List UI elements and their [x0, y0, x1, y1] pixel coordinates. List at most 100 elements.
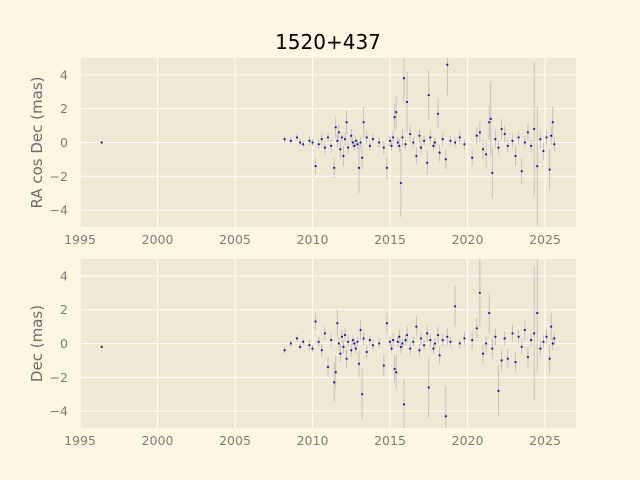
ra-x-tick-label: 2020: [452, 232, 484, 247]
ra-data-point: [337, 131, 340, 134]
dec-data-point: [340, 335, 344, 338]
dec-data-point: [357, 362, 361, 365]
dec-data-point: [478, 291, 481, 294]
ra-data-point: [342, 154, 345, 158]
ra-data-point: [404, 143, 407, 146]
dec-data-point: [412, 340, 415, 343]
dec-data-point: [503, 337, 506, 340]
ra-data-point: [429, 136, 432, 139]
dec-data-point: [458, 342, 461, 345]
ra-data-point: [359, 141, 362, 144]
ra-tick-labels: 1995 2000 2005 2010 2015 2020 2025 4 2 0 −2 −4: [50, 67, 561, 247]
ra-data-point: [551, 121, 554, 124]
ra-data-point: [471, 156, 474, 159]
dec-data-point: [299, 345, 302, 348]
ra-data-point: [392, 136, 395, 139]
ra-data-point: [419, 146, 423, 149]
dec-data-point: [339, 352, 342, 355]
ra-data-point: [353, 144, 356, 147]
ra-data-point: [388, 139, 392, 142]
dec-data-point: [395, 371, 398, 374]
dec-y-tick-label: −2: [50, 370, 68, 385]
dec-y-tick-label: −4: [50, 404, 68, 419]
ra-data-point: [347, 146, 350, 149]
dec-data-point: [471, 339, 474, 342]
ra-data-point: [314, 165, 317, 168]
dec-data-point: [368, 339, 371, 342]
dec-data-point: [311, 347, 314, 350]
ra-data-point: [441, 138, 444, 141]
ra-data-point: [295, 136, 299, 139]
dec-data-point: [283, 349, 286, 352]
ra-data-point: [401, 136, 404, 139]
dec-data-point: [506, 357, 509, 360]
ra-y-tick-label: 2: [60, 101, 68, 116]
dec-y-tick-label: 4: [60, 268, 68, 283]
dec-data-point: [336, 322, 339, 325]
ra-data-point: [427, 94, 430, 97]
dec-data-point: [347, 340, 350, 343]
ra-x-tick-label: 1995: [64, 232, 96, 247]
dec-data-point: [433, 342, 437, 345]
ra-data-point: [438, 151, 441, 154]
ra-data-point: [396, 141, 399, 144]
ra-data-point: [402, 77, 406, 80]
dec-data-point: [353, 342, 356, 345]
dec-x-tick-label: 2000: [142, 433, 174, 448]
dec-x-tick-label: 1995: [64, 433, 96, 448]
dec-data-point: [320, 349, 323, 352]
ra-data-point: [550, 134, 553, 137]
ra-y-tick-label: −2: [50, 169, 68, 184]
ra-data-point: [436, 112, 440, 115]
dec-data-point: [548, 357, 551, 360]
dec-data-points: [100, 291, 556, 418]
ra-data-point: [539, 138, 542, 141]
dec-data-point: [475, 327, 478, 330]
ra-data-point: [520, 170, 523, 173]
ra-data-point: [343, 138, 347, 141]
ra-data-point: [320, 138, 323, 141]
ra-data-point: [395, 110, 398, 114]
ra-data-point: [354, 139, 357, 142]
ra-data-point: [350, 134, 353, 137]
ra-data-point: [523, 141, 526, 144]
ra-data-point: [412, 141, 415, 144]
dec-data-point: [517, 335, 520, 338]
dec-data-point: [359, 328, 362, 332]
ra-data-point: [356, 143, 359, 146]
dec-data-point: [526, 355, 530, 359]
ra-data-point: [340, 136, 344, 139]
ra-data-point: [409, 132, 412, 136]
ra-data-point: [330, 144, 333, 147]
dec-y-tick-label: 2: [60, 302, 68, 317]
ra-data-point: [100, 141, 103, 144]
dec-data-point: [405, 333, 409, 337]
dec-data-point: [343, 333, 347, 337]
ra-data-point: [399, 181, 402, 185]
ra-data-point: [489, 117, 492, 120]
dec-data-point: [449, 340, 452, 343]
dec-data-point: [419, 337, 423, 340]
dec-data-point: [545, 335, 548, 338]
ra-data-point: [497, 146, 500, 149]
dec-data-point: [314, 320, 317, 323]
ra-data-point: [299, 141, 302, 144]
dec-data-point: [409, 347, 412, 350]
ra-data-point: [494, 138, 497, 141]
dec-data-point: [317, 340, 320, 343]
dec-x-tick-label: 2005: [219, 433, 251, 448]
ra-data-point: [333, 166, 336, 169]
dec-data-point: [326, 366, 330, 369]
ra-data-point: [345, 121, 348, 124]
dec-data-point: [365, 350, 368, 354]
dec-data-point: [520, 345, 523, 348]
dec-data-point: [378, 342, 381, 345]
ra-data-point: [433, 141, 437, 144]
dec-data-point: [302, 340, 305, 343]
dec-data-point: [463, 337, 466, 340]
dec-data-point: [345, 357, 348, 360]
dec-data-point: [523, 328, 526, 332]
dec-x-tick-label: 2010: [297, 433, 329, 448]
dec-data-point: [485, 342, 488, 345]
dec-data-point: [418, 349, 421, 352]
